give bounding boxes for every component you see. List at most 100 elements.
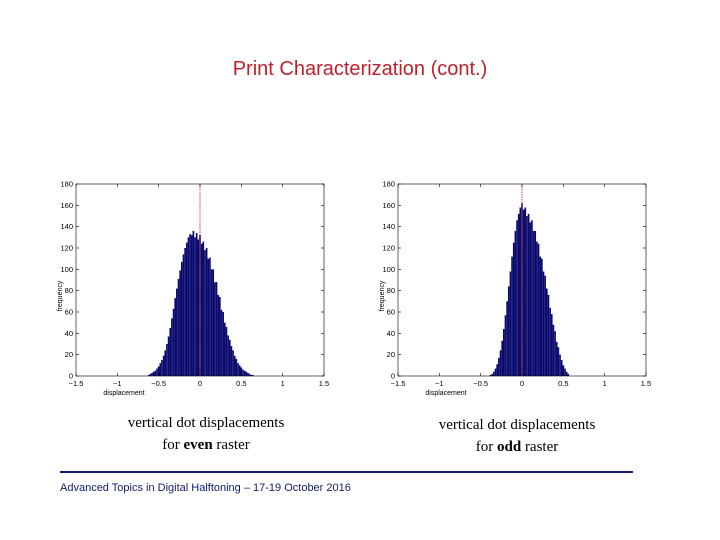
- histogram-bar: [204, 250, 206, 376]
- histogram-bar: [489, 374, 492, 376]
- x-tick-label: −1.5: [391, 379, 406, 388]
- histogram-bar: [194, 237, 196, 376]
- histogram-bar: [502, 329, 505, 376]
- caption-even-raster: vertical dot displacements for even rast…: [86, 412, 326, 456]
- histogram-bar: [493, 371, 495, 376]
- x-axis-label: displacement: [425, 390, 466, 397]
- histogram-bar: [506, 301, 508, 376]
- caption-line-1: vertical dot displacements: [127, 415, 285, 431]
- histogram-bar: [491, 373, 494, 376]
- caption-emphasis: odd: [497, 439, 522, 455]
- histogram-bar: [149, 373, 152, 376]
- histogram-bar: [238, 365, 241, 376]
- x-tick-label: 1.5: [319, 379, 329, 388]
- y-axis-label: frequency: [379, 280, 386, 311]
- histogram-bar: [159, 363, 162, 376]
- histogram-bar: [225, 326, 228, 376]
- histogram-bar: [527, 213, 530, 376]
- histogram-bar: [507, 286, 510, 376]
- histogram-bar: [496, 364, 499, 376]
- y-tick-label: 100: [60, 265, 73, 274]
- histogram-bar: [235, 358, 238, 376]
- histogram-bar: [151, 372, 153, 376]
- histogram-bar: [532, 230, 535, 376]
- histogram-bar: [509, 271, 512, 376]
- histogram-bar: [152, 371, 155, 376]
- histogram-bar: [545, 288, 548, 376]
- histogram-bar: [154, 370, 157, 376]
- caption-suffix: raster: [212, 437, 250, 453]
- histogram-bar: [534, 230, 537, 376]
- histogram-bar: [156, 368, 158, 376]
- histogram-bar: [562, 365, 565, 376]
- histogram-bar: [172, 308, 175, 376]
- y-tick-label: 180: [382, 180, 395, 189]
- histogram-bar: [164, 350, 167, 376]
- x-tick-label: −1.5: [69, 379, 84, 388]
- histogram-bar: [544, 275, 546, 376]
- x-tick-label: 0.5: [558, 379, 568, 388]
- y-tick-label: 20: [65, 350, 73, 359]
- y-tick-label: 140: [60, 222, 73, 231]
- histogram-bar: [541, 258, 543, 376]
- y-tick-label: 80: [387, 286, 395, 295]
- x-tick-label: 0: [520, 379, 524, 388]
- histogram-bar: [512, 242, 515, 376]
- x-tick-label: 1: [281, 379, 285, 388]
- histogram-bar: [494, 368, 497, 376]
- y-tick-label: 60: [387, 308, 395, 317]
- caption-prefix: for: [162, 437, 184, 453]
- histogram-bar: [162, 355, 165, 376]
- histogram-bar: [519, 207, 522, 376]
- histogram-bar: [215, 282, 218, 376]
- x-tick-label: −1: [113, 379, 122, 388]
- histogram-bar: [564, 368, 566, 376]
- caption-odd-raster: vertical dot displacements for odd raste…: [397, 414, 637, 458]
- histogram-bar: [185, 242, 188, 376]
- histogram-bar: [517, 213, 520, 376]
- x-tick-label: 0: [198, 379, 202, 388]
- histogram-bar: [250, 374, 253, 376]
- x-tick-label: 1: [603, 379, 607, 388]
- histogram-bar: [560, 360, 563, 376]
- x-axis-label: displacement: [103, 390, 144, 397]
- caption-line-2: for odd raster: [397, 436, 637, 458]
- histogram-bar: [227, 335, 229, 376]
- histogram-bar: [526, 216, 528, 376]
- histogram-bar: [536, 241, 538, 376]
- histogram-bar: [222, 312, 224, 376]
- histogram-bar: [182, 254, 185, 376]
- histogram-bar: [514, 230, 517, 376]
- histogram-bar: [200, 243, 203, 376]
- y-tick-label: 60: [65, 308, 73, 317]
- histogram-bar: [190, 235, 193, 376]
- histogram-bar: [171, 318, 173, 376]
- y-tick-label: 120: [382, 244, 395, 253]
- histogram-bar: [537, 243, 540, 376]
- histogram-bar: [166, 344, 168, 376]
- histogram-bar: [205, 248, 208, 376]
- y-tick-label: 140: [382, 222, 395, 231]
- histogram-bar: [557, 347, 560, 376]
- histogram-bar: [504, 315, 507, 376]
- histogram-bar: [199, 235, 201, 376]
- histogram-bar: [177, 278, 180, 376]
- histogram-bar: [242, 369, 244, 376]
- caption-suffix: raster: [521, 439, 559, 455]
- histogram-odd-raster: −1.5 −1 −0.5 0 0.5 1 1.5 0 20 40 60 80 100 120 140 160 1…: [379, 180, 651, 398]
- histogram-bar: [220, 309, 223, 376]
- y-axis-label: frequency: [57, 280, 64, 311]
- histogram-bar: [217, 294, 220, 376]
- histogram-bar: [567, 373, 570, 376]
- histogram-bar: [187, 237, 190, 376]
- y-tick-label: 40: [387, 329, 395, 338]
- histogram-bar: [542, 271, 545, 376]
- histogram-bar: [240, 367, 243, 376]
- x-tick-label: 1.5: [641, 379, 651, 388]
- histogram-bar: [559, 354, 561, 376]
- histogram-bar: [554, 331, 556, 376]
- histogram-bar: [212, 269, 215, 376]
- histogram-bar: [498, 357, 500, 376]
- y-tick-label: 120: [60, 244, 73, 253]
- histogram-bar: [202, 241, 205, 376]
